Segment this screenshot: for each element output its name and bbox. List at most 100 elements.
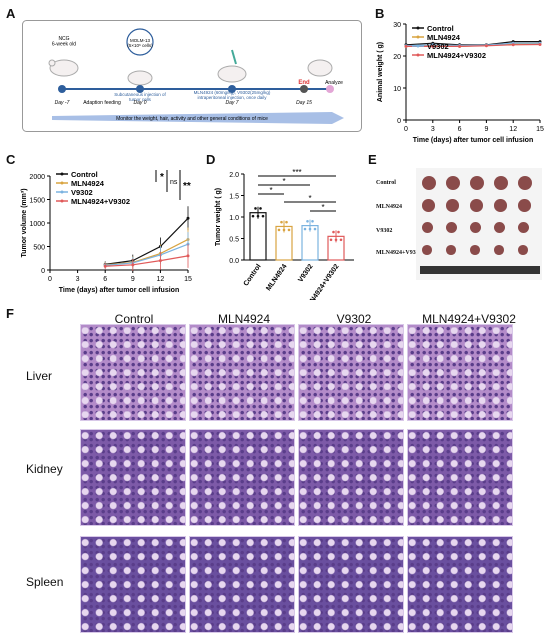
tumor-sample [494,245,504,255]
panel-letter-e: E [368,152,377,167]
y-tick-label: 500 [33,245,45,252]
histology-image [189,324,295,421]
tumor-sample [470,199,483,212]
data-point [329,238,333,242]
significance-mark: *** [292,168,301,177]
legend-marker [60,190,64,194]
x-tick-label: 0 [48,276,52,283]
tumor-sample [518,222,529,233]
end-label: End [298,80,310,86]
tumor-row-label: MLN4924+V9302 [376,250,422,256]
mouse-icon [217,65,247,83]
step-label: Day -7 [55,100,70,106]
legend-marker [60,172,64,176]
x-tick-label: 9 [484,126,488,133]
tumor-sample [446,176,460,190]
tumor-sample [518,176,532,190]
data-point [186,254,190,258]
x-tick-label: 15 [184,276,192,283]
tumor-row-label: V9302 [376,228,393,234]
tumor-weight-chart: 0.0 0.5 1.0 1.5 2.0 Tumor weight ( g) Control M… [215,168,354,300]
significance-mark: * [321,203,324,212]
legend-marker [60,199,64,203]
step-label: Analyze [325,80,343,86]
data-point [332,230,335,234]
cell-icon [126,28,154,56]
y-tick-label: 2.0 [229,172,239,179]
data-point [287,228,291,232]
bar-Control [249,212,267,261]
y-axis-label: Animal weight ( g) [377,42,384,102]
x-tick-label: 15 [536,126,544,133]
step-label: Day 15 [296,100,312,106]
data-point [306,220,309,223]
tumor-volume-chart: 0 500 1000 1500 2000 0 3 6 9 12 15 Time (days) afte… [21,170,192,294]
data-point [484,44,488,48]
histology-image [298,536,404,633]
data-point [158,259,162,263]
y-tick-label: 0 [397,118,401,125]
tumor-row-label: MLN4924 [376,204,402,210]
x-tick-label: V9302 [297,263,314,284]
x-tick-label: 3 [76,276,80,283]
histology-image [189,429,295,526]
x-tick-label: MLN4924 [265,263,288,292]
histology-image [80,324,186,421]
tumor-sample [446,222,457,233]
row-header: Liver [26,369,53,383]
tumor-sample [494,222,505,233]
x-tick-label: 12 [157,276,165,283]
data-point [259,207,262,210]
data-point [285,220,288,224]
x-tick-label: 3 [431,126,435,133]
significance-mark: * [282,177,285,186]
legend-label: MLN4924 [427,33,461,42]
x-tick-label: 0 [404,126,408,133]
series-line-V9302 [105,243,189,266]
data-point [308,227,312,231]
tumor-sample [470,245,480,255]
data-point [458,44,462,48]
tumor-sample [422,245,432,255]
significance-mark: * [269,186,272,195]
monitor-label: Monitor the weight, hair, activity and o… [116,116,268,122]
mouse-icon [48,59,79,77]
legend-label: Control [427,24,454,33]
data-point [186,216,190,220]
timeline-dot [228,85,236,93]
y-tick-label: 1000 [29,221,45,228]
data-point [404,44,408,48]
tumor-sample [470,176,484,190]
panel-letter-c: C [6,152,16,167]
data-point [256,214,260,218]
histology-image [189,536,295,633]
tumor-photo: Control MLN4924 V9302 MLN4924+V9302 [376,168,542,280]
data-point [261,214,265,218]
tumor-sample [494,176,508,190]
x-tick-label: 9 [131,276,135,283]
step-label: Day 0 [133,100,146,106]
data-point [538,42,542,46]
y-tick-label: 10 [393,86,401,93]
legend-label: V9302 [71,188,93,197]
significance-mark: * [160,172,164,183]
step-label: Day 7 [225,100,238,106]
mouse-icon [127,70,153,86]
column-header: MLN4924 [217,312,271,326]
legend-marker [60,181,64,185]
histology-image [298,429,404,526]
data-point [311,220,314,223]
x-tick-label: 6 [103,276,107,283]
legend-label: MLN4924 [71,179,105,188]
data-point [339,238,343,242]
cell-label: MOLM-13 (5×10⁶ cells) [127,38,153,48]
data-point [337,230,340,234]
panel-letter-a: A [6,6,16,21]
data-point [280,220,283,224]
series-line-MLN4924+V9302 [406,43,541,47]
series-line-MLN4924+V9302 [105,255,189,267]
tumor-sample [518,245,528,255]
panel-letter-b: B [375,6,385,21]
x-tick-label: 12 [509,126,517,133]
injection-sub-label: Subcutaneous injection of tumor cells [114,92,166,102]
